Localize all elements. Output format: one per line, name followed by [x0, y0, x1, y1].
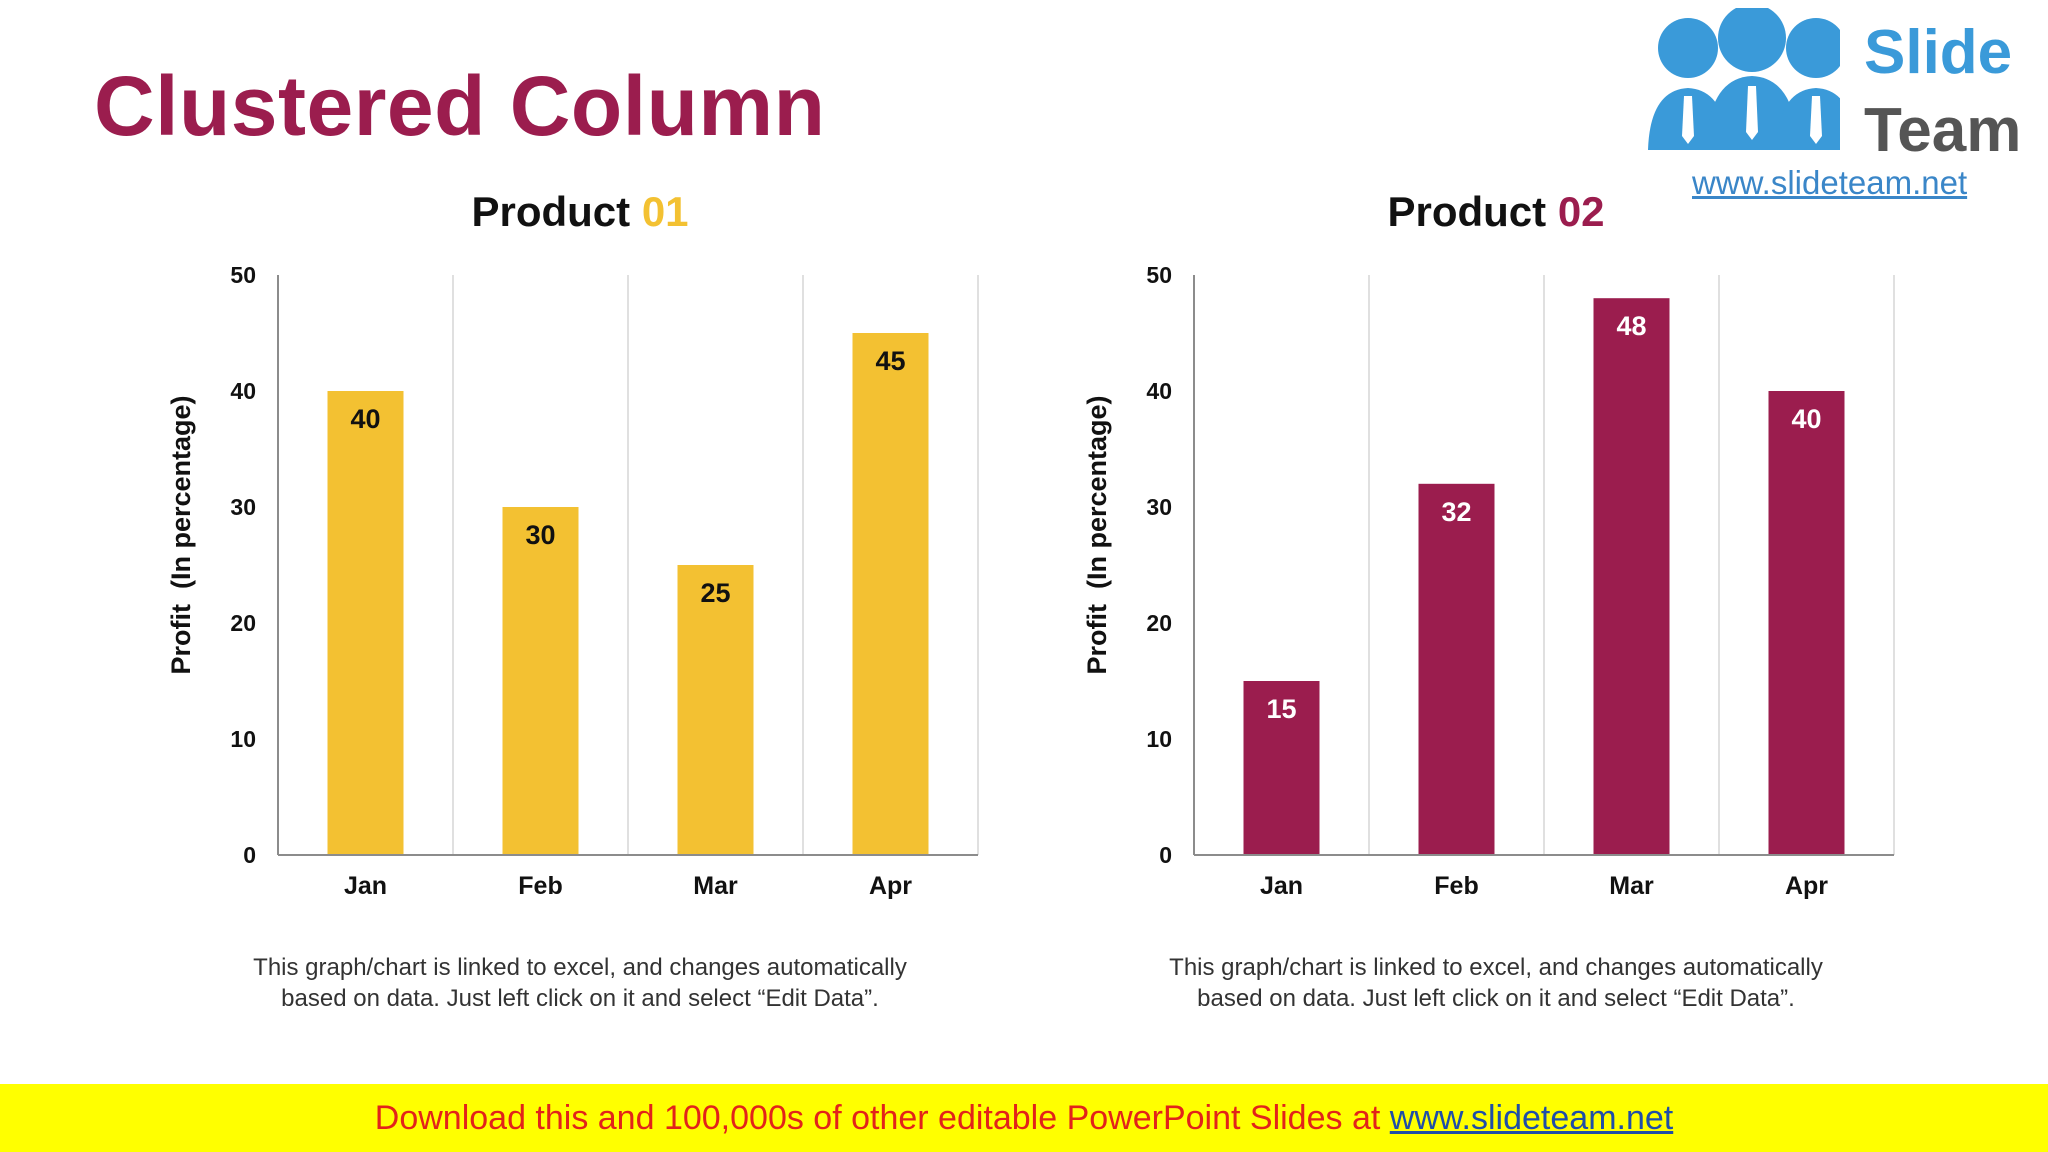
- data-label: 40: [1791, 404, 1821, 434]
- x-tick-label: Jan: [344, 872, 387, 900]
- y-tick-label: 20: [1146, 610, 1172, 636]
- bar[interactable]: [1243, 681, 1320, 855]
- chart-plot: 40 30 25 45 0 10 20 30 40 50 Jan Feb Mar Apr Profit…: [166, 262, 979, 900]
- bar[interactable]: [1593, 298, 1670, 855]
- chart-note: This graph/chart is linked to excel, and…: [1169, 954, 1823, 1012]
- chart-title-number: 02: [1557, 188, 1605, 235]
- slideteam-logo: Slide Team www.slideteam.net: [1640, 0, 2048, 201]
- people-icon: [1648, 8, 1840, 150]
- data-label: 15: [1266, 694, 1296, 724]
- data-label: 40: [350, 404, 380, 434]
- x-tick-label: Mar: [693, 872, 738, 900]
- chart-product-02[interactable]: Product 02 15 32 48 40 0 10 20 30 40 50 Jan Feb Ma…: [1026, 170, 1966, 1012]
- logo-word-slide: Slide: [1864, 18, 2013, 87]
- slide-title: Clustered Column: [94, 59, 826, 153]
- chart-title-main: Product: [1387, 188, 1558, 235]
- chart-title-main: Product: [471, 188, 642, 235]
- banner-text: Download this and 100,000s of other edit…: [374, 1099, 1390, 1137]
- banner-link[interactable]: www.slideteam.net: [1389, 1099, 1674, 1137]
- y-tick-label: 20: [230, 610, 256, 636]
- bar[interactable]: [677, 565, 754, 855]
- bar[interactable]: [852, 333, 929, 855]
- y-tick-label: 30: [230, 494, 256, 520]
- y-tick-label: 50: [1146, 262, 1172, 288]
- bar[interactable]: [502, 507, 579, 855]
- x-tick-label: Mar: [1609, 872, 1654, 900]
- data-label: 45: [875, 346, 905, 376]
- logo-url-link[interactable]: www.slideteam.net: [1692, 164, 1968, 201]
- download-banner: Download this and 100,000s of other edit…: [0, 1084, 2048, 1152]
- bar[interactable]: [1418, 483, 1495, 855]
- x-tick-label: Apr: [869, 872, 912, 900]
- y-tick-label: 10: [230, 726, 256, 752]
- data-label: 25: [700, 578, 730, 608]
- chart-note: This graph/chart is linked to excel, and…: [253, 954, 907, 1012]
- x-tick-label: Feb: [1434, 872, 1478, 900]
- y-tick-label: 0: [1159, 842, 1172, 868]
- y-tick-label: 40: [230, 378, 256, 404]
- x-tick-label: Jan: [1260, 872, 1303, 900]
- data-label: 32: [1441, 497, 1471, 527]
- x-tick-label: Apr: [1785, 872, 1828, 900]
- chart-product-01[interactable]: Product 01 40 30 25 45 0 10 20 30 40 50 Jan Feb Ma…: [110, 170, 1050, 1012]
- y-tick-label: 0: [243, 842, 256, 868]
- logo-word-team: Team: [1864, 96, 2022, 165]
- y-tick-label: 50: [230, 262, 256, 288]
- y-tick-label: 30: [1146, 494, 1172, 520]
- chart-plot: 15 32 48 40 0 10 20 30 40 50 Jan Feb Mar Apr Profit…: [1082, 262, 1895, 900]
- y-tick-label: 40: [1146, 378, 1172, 404]
- chart-title: Product 02: [1026, 188, 1966, 236]
- chart-title-number: 01: [641, 188, 689, 235]
- y-axis-label: Profit (In percentage): [1082, 395, 1112, 674]
- bar[interactable]: [1768, 391, 1845, 855]
- y-tick-label: 10: [1146, 726, 1172, 752]
- data-label: 48: [1616, 311, 1646, 341]
- bar[interactable]: [327, 391, 404, 855]
- data-label: 30: [525, 520, 555, 550]
- x-tick-label: Feb: [518, 872, 562, 900]
- y-axis-label: Profit (In percentage): [166, 395, 196, 674]
- chart-title: Product 01: [110, 188, 1050, 236]
